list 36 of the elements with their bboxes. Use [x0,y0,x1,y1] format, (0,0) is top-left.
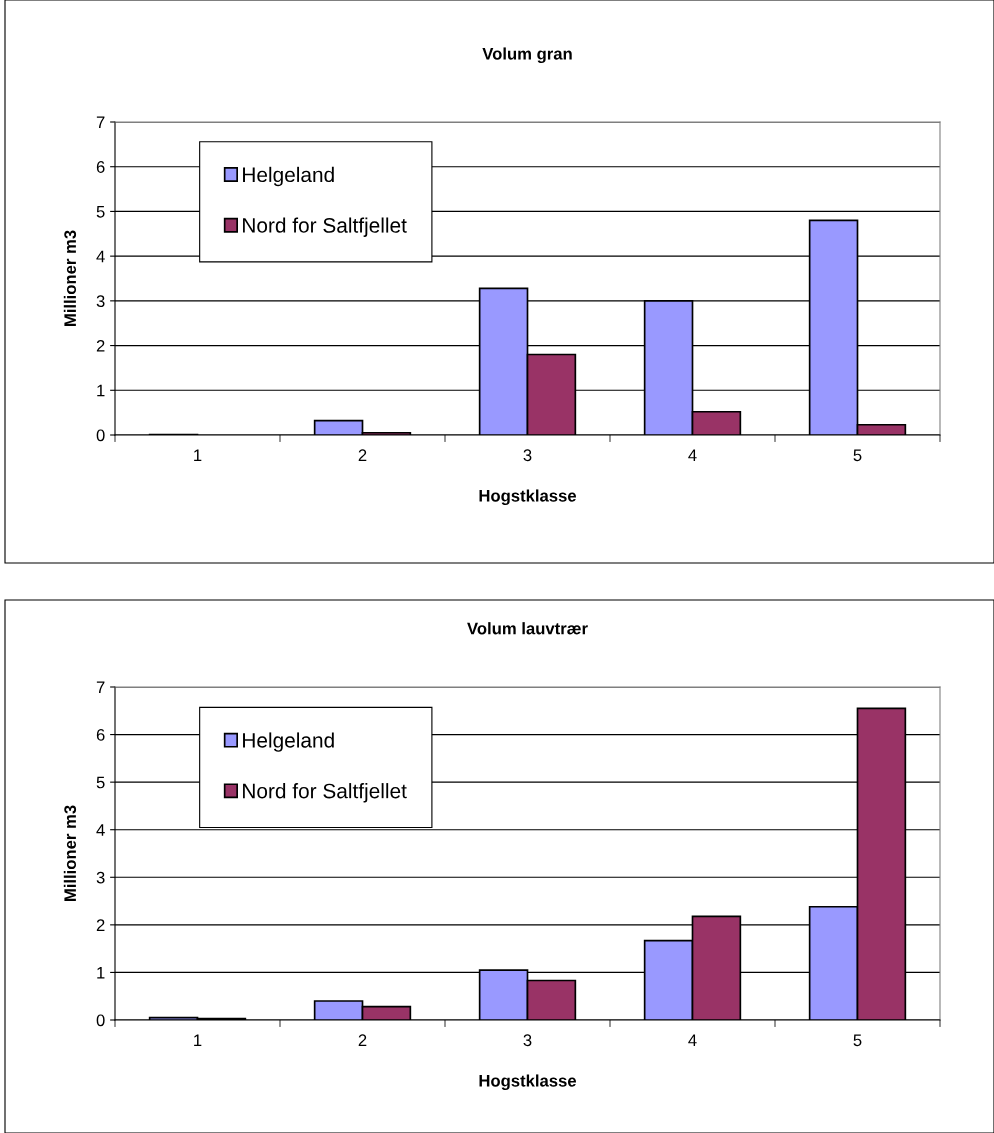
x-tick-label: 1 [194,1034,202,1046]
x-tick-label: 5 [853,1034,862,1047]
x-tick-label: 4 [688,449,697,461]
y-tick-label: 2 [96,919,105,931]
x-tick-label: 1 [194,449,202,461]
x-tick-label: 2 [358,1034,367,1046]
legend-label: Helgeland [243,732,334,752]
y-tick-label: 6 [96,161,105,173]
x-tick-label: 3 [523,1034,532,1047]
x-axis-title: Hogstklasse [479,1074,577,1091]
y-tick-label: 6 [96,728,105,741]
legend-label: Helgeland [243,166,334,187]
y-axis-title: Millioner m3 [63,230,77,326]
x-tick-label: 5 [853,449,862,462]
y-tick-label: 0 [96,429,105,442]
y-tick-label: 2 [96,339,105,352]
x-tick-label: 3 [523,449,532,462]
legend-label: Nord for Saltfjellet [243,217,407,237]
x-tick-label: 4 [688,1034,697,1046]
y-tick-label: 4 [96,824,105,836]
y-axis-title: Millioner m3 [63,805,77,901]
x-tick-label: 2 [358,449,367,461]
chart-title: Volum gran [482,47,572,64]
y-tick-label: 7 [96,116,105,129]
y-tick-label: 3 [96,295,105,308]
y-tick-label: 1 [97,967,105,979]
y-tick-label: 1 [97,384,105,397]
legend-label: Nord for Saltfjellet [243,783,407,803]
y-tick-label: 4 [96,250,105,263]
y-tick-label: 0 [96,1014,105,1027]
y-tick-label: 7 [96,681,105,694]
chart-title: Volum lauvtrær [467,622,588,635]
y-tick-label: 5 [96,776,105,789]
x-axis-title: Hogstklasse [479,489,577,506]
y-tick-label: 3 [96,871,105,884]
y-tick-label: 5 [96,206,105,218]
